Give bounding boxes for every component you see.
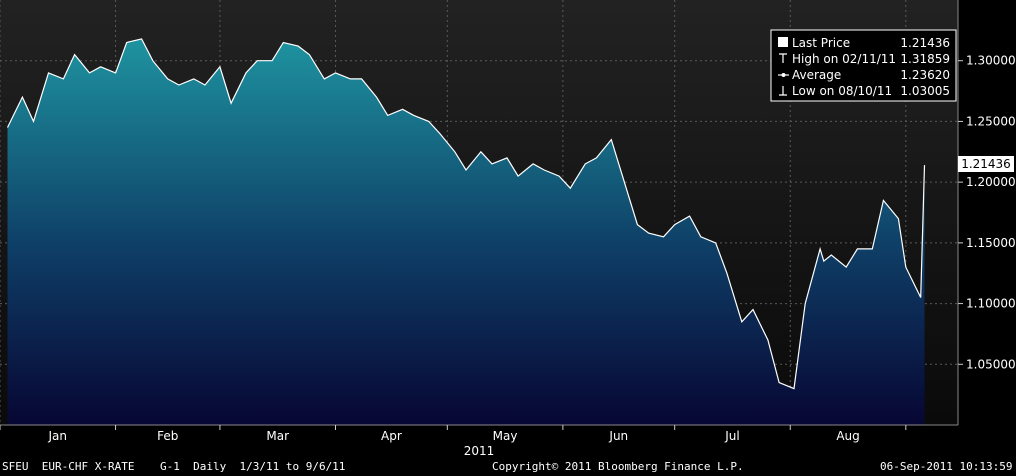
legend-value: 1.21436: [900, 36, 950, 50]
legend-row-last-price: Last Price 1.21436: [778, 36, 950, 50]
high-marker-icon: [779, 53, 787, 63]
legend: Last Price 1.21436 High on 02/11/11 1.31…: [770, 29, 957, 102]
x-tick-label: Mar: [266, 429, 289, 443]
footer-timestamp: 06-Sep-2011 10:13:59: [880, 460, 1013, 473]
price-area: [7, 38, 925, 426]
legend-box: [770, 29, 957, 102]
x-tick-label: Jun: [608, 429, 628, 443]
price-line: [6, 38, 926, 390]
last-price-tag-value: 1.21436: [961, 157, 1011, 171]
legend-row-average: Average 1.23620: [778, 68, 950, 82]
last-price-tag: 1.21436: [958, 156, 1014, 172]
footer-ticker: SFEU EUR-CHF X-RATE: [2, 460, 135, 473]
y-tick-label: 1.05000: [966, 357, 1016, 371]
legend-value: 1.03005: [900, 84, 950, 98]
y-tick-label: 1.30000: [966, 54, 1016, 68]
x-tick-label: Jan: [48, 429, 68, 443]
footer-copyright: Copyright© 2011 Bloomberg Finance L.P.: [492, 460, 744, 473]
x-tick-label: Aug: [836, 429, 859, 443]
legend-label: Low on 08/10/11: [792, 84, 892, 98]
y-tick-label: 1.25000: [966, 114, 1016, 128]
y-tick-label: 1.20000: [966, 175, 1016, 189]
footer-bar: SFEU EUR-CHF X-RATE G-1 Daily 1/3/11 to …: [0, 458, 1016, 476]
y-axis-ticks: 1.05000 1.10000 1.15000 1.20000 1.25000 1.300…: [958, 54, 1016, 371]
legend-value: 1.31859: [900, 52, 950, 66]
y-tick-label: 1.10000: [966, 297, 1016, 311]
legend-label: Last Price: [792, 36, 850, 50]
chart-canvas: 1.05000 1.10000 1.15000 1.20000 1.25000 1.300…: [0, 0, 1016, 458]
legend-row-low: Low on 08/10/11 1.03005: [779, 84, 950, 98]
legend-value: 1.23620: [900, 68, 950, 82]
y-tick-label: 1.15000: [966, 236, 1016, 250]
legend-label: High on 02/11/11: [792, 52, 896, 66]
x-axis-year-label: 2011: [464, 444, 495, 458]
average-dot-icon: [781, 73, 786, 77]
x-tick-label: Feb: [157, 429, 178, 443]
x-tick-label: Apr: [381, 429, 402, 443]
low-marker-icon: [779, 86, 787, 96]
x-axis-ticks: Jan Feb Mar Apr May Jun Jul Aug: [0, 425, 907, 443]
x-tick-label: May: [493, 429, 518, 443]
legend-row-high: High on 02/11/11 1.31859: [779, 52, 950, 66]
square-icon: [778, 37, 788, 47]
footer-settings: G-1 Daily 1/3/11 to 9/6/11: [160, 460, 346, 473]
x-tick-label: Jul: [724, 429, 739, 443]
legend-label: Average: [792, 68, 841, 82]
